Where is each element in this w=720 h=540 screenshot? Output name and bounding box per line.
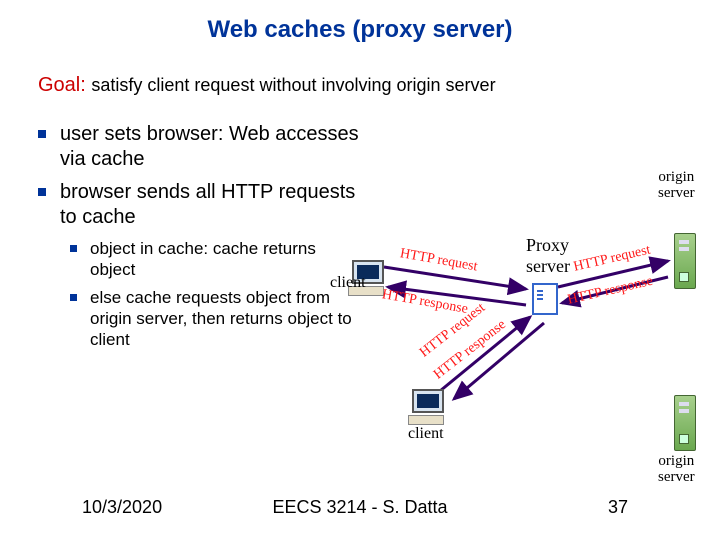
diagram: client client Proxyserver HTTP request H… [330, 205, 710, 475]
edge-req-3: HTTP request [572, 243, 652, 276]
subbullet-2: else cache requests object from origin s… [66, 287, 362, 351]
goal-label: Goal: [38, 74, 86, 96]
footer-page: 37 [608, 497, 628, 518]
edge-resp-3: HTTP response [566, 274, 654, 309]
origin-label-2: originserver [658, 454, 695, 486]
proxy-icon [532, 283, 558, 315]
client-2-icon [412, 389, 444, 425]
bullet-1: user sets browser: Web accesses via cach… [32, 122, 362, 172]
edge-req-1: HTTP request [399, 246, 479, 275]
origin-server-2-icon [674, 395, 696, 451]
goal-line: Goal: satisfy client request without inv… [38, 74, 496, 97]
arrows-svg [330, 205, 710, 475]
edge-resp-1: HTTP response [381, 287, 469, 318]
client-2-label: client [408, 425, 444, 443]
client-1-label: client [330, 274, 366, 292]
bullet-list: user sets browser: Web accesses via cach… [32, 122, 362, 356]
origin-label-1: originserver [658, 170, 695, 202]
proxy-label-line1: Proxyserver [526, 235, 570, 276]
bullet-2: browser sends all HTTP requests to cache [32, 180, 362, 230]
slide-title: Web caches (proxy server) [0, 16, 720, 44]
origin-server-1-icon [674, 233, 696, 289]
goal-text: satisfy client request without involving… [91, 75, 495, 95]
subbullet-1: object in cache: cache returns object [66, 238, 362, 281]
proxy-label: Proxyserver [526, 235, 570, 277]
